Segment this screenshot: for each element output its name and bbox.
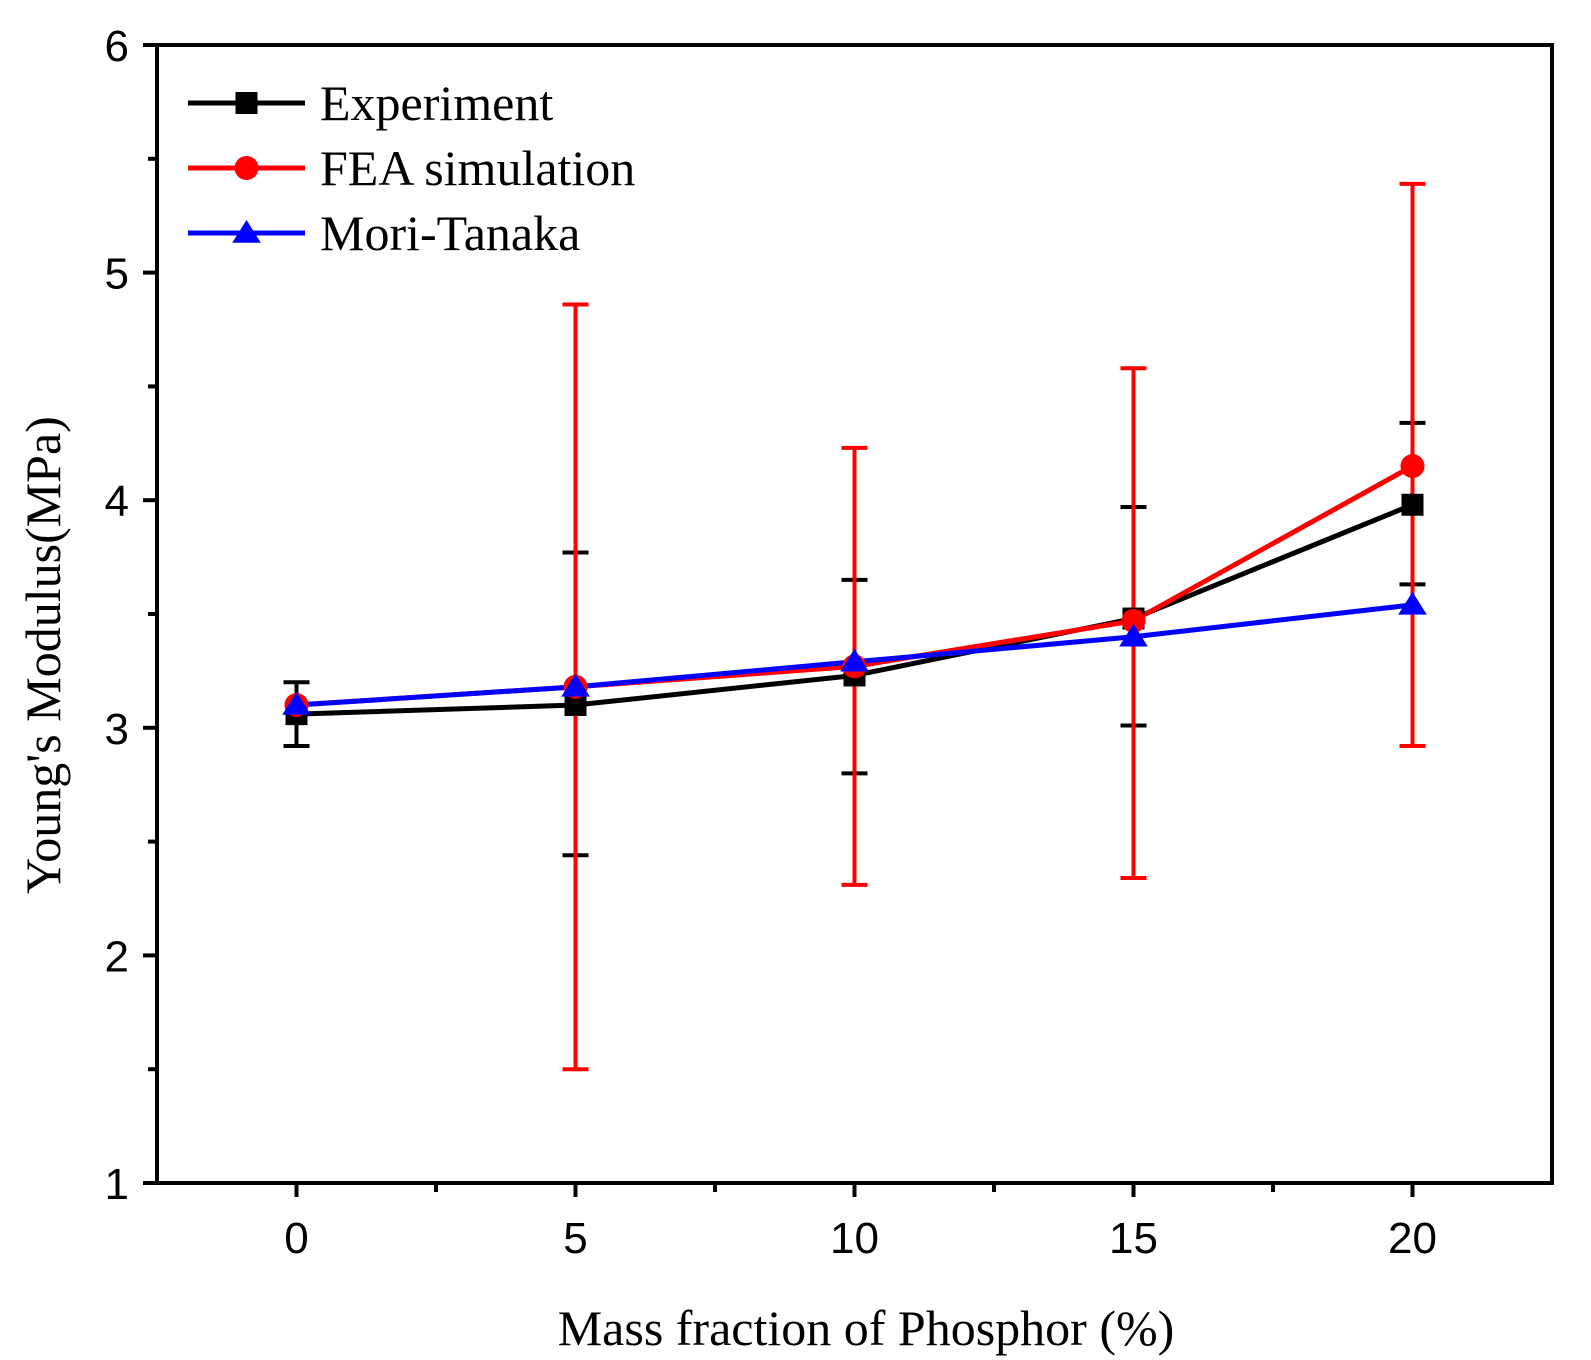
mori-tanaka-point xyxy=(282,692,311,715)
x-tick-label: 10 xyxy=(830,1214,879,1263)
y-tick-label: 1 xyxy=(105,1160,129,1209)
y-tick-label: 3 xyxy=(105,705,129,754)
axes: 0 5 10 15 20 1 2 3 4 5 6 xyxy=(105,22,1554,1263)
x-tick-label: 15 xyxy=(1109,1214,1158,1263)
legend-marker-experiment xyxy=(235,92,258,114)
y-tick-label: 2 xyxy=(105,932,129,981)
mori-tanaka-point xyxy=(561,673,590,697)
legend-label-mori-tanaka: Mori-Tanaka xyxy=(320,205,580,261)
x-tick-label: 0 xyxy=(284,1214,308,1263)
y-tick-label: 6 xyxy=(105,22,129,71)
x-tick-label: 5 xyxy=(563,1214,587,1263)
experiment-point xyxy=(564,694,587,717)
y-tick-label: 5 xyxy=(105,250,129,299)
experiment-point xyxy=(1401,493,1424,516)
x-axis-title: Mass fraction of Phosphor (%) xyxy=(558,1300,1175,1356)
fea-simulation-point xyxy=(1400,454,1425,479)
series-markers xyxy=(282,454,1427,726)
x-tick-label: 20 xyxy=(1388,1214,1437,1263)
legend-marker-mori-tanaka xyxy=(232,220,261,243)
mori-tanaka-point xyxy=(1119,623,1148,647)
legend: Experiment FEA simulation Mori-Tanaka xyxy=(188,75,635,261)
y-tick-label: 4 xyxy=(105,477,129,526)
legend-label-experiment: Experiment xyxy=(320,75,553,131)
fea-simulation-point xyxy=(1121,608,1146,633)
mori-tanaka-point xyxy=(840,648,869,672)
legend-marker-fea-simulation xyxy=(234,156,259,180)
error-bars xyxy=(283,181,1426,1072)
legend-label-fea-simulation: FEA simulation xyxy=(320,140,635,196)
mori-tanaka-point xyxy=(1398,591,1427,615)
y-axis-title: Young's Modulus(MPa) xyxy=(15,416,71,894)
